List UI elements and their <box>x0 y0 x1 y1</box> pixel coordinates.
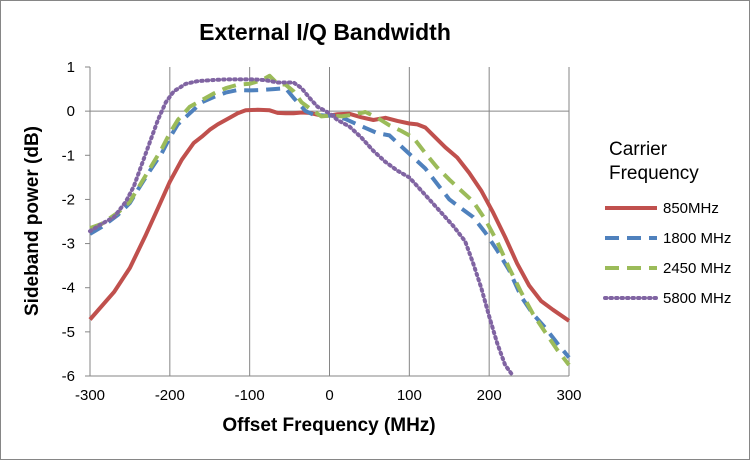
x-tick-label: 300 <box>556 387 581 404</box>
legend-label-4: 5800 MHz <box>663 290 731 307</box>
x-tick-label: -100 <box>235 387 265 404</box>
y-tick-label: -5 <box>62 324 75 341</box>
tick-labels: 1 0 -1 -2 -3 -4 -5 -6-300 -200 -100 0 100 200 300 <box>62 59 582 404</box>
legend-label-3: 2450 MHz <box>663 260 731 277</box>
series-line-4 <box>88 77 516 378</box>
legend-label-1: 850MHz <box>663 200 719 217</box>
y-tick-label: 0 <box>67 103 75 120</box>
x-tick-label: 0 <box>325 387 333 404</box>
x-tick-label: 100 <box>397 387 422 404</box>
x-tick-label: -300 <box>75 387 105 404</box>
y-tick-label: -4 <box>62 280 75 297</box>
series-lines <box>88 73 571 378</box>
y-tick-label: -6 <box>62 368 75 385</box>
x-axis-title: Offset Frequency (MHz) <box>222 415 435 436</box>
series-line-3 <box>89 73 571 367</box>
x-tick-label: 200 <box>477 387 502 404</box>
x-tick-label: -200 <box>155 387 185 404</box>
legend-title: Frequency <box>609 163 699 184</box>
y-tick-label: -1 <box>62 147 75 164</box>
y-tick-label: -3 <box>62 236 75 253</box>
legend-title: Carrier <box>609 139 668 160</box>
chart-title: External I/Q Bandwidth <box>199 19 451 45</box>
y-tick-label: 1 <box>67 59 75 76</box>
legend: Carrier Frequency 850MHz 1800 MHz 2450 MHz 58… <box>603 139 731 307</box>
legend-label-2: 1800 MHz <box>663 230 731 247</box>
y-tick-label: -2 <box>62 191 75 208</box>
y-axis-title: Sideband power (dB) <box>22 126 43 316</box>
